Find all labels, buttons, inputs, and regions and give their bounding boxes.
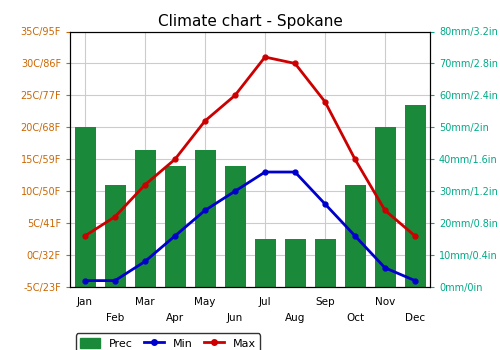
Bar [374, 127, 396, 287]
Title: Climate chart - Spokane: Climate chart - Spokane [158, 14, 342, 29]
Text: Oct: Oct [346, 313, 364, 323]
Text: Mar: Mar [135, 296, 155, 307]
Bar [224, 166, 246, 287]
Bar [314, 239, 336, 287]
Bar [74, 127, 96, 287]
Text: Apr: Apr [166, 313, 184, 323]
Text: Jan: Jan [77, 296, 93, 307]
Bar [254, 239, 276, 287]
Bar [344, 185, 366, 287]
Bar [134, 150, 156, 287]
Text: Jun: Jun [227, 313, 243, 323]
Bar [164, 166, 186, 287]
Text: May: May [194, 296, 216, 307]
Text: Jul: Jul [258, 296, 272, 307]
Text: Sep: Sep [315, 296, 335, 307]
Bar [404, 105, 425, 287]
Bar [194, 150, 216, 287]
Text: Dec: Dec [405, 313, 425, 323]
Bar [284, 239, 306, 287]
Text: Nov: Nov [375, 296, 395, 307]
Text: Feb: Feb [106, 313, 124, 323]
Bar [104, 185, 126, 287]
Text: Aug: Aug [285, 313, 305, 323]
Legend: Prec, Min, Max: Prec, Min, Max [76, 333, 260, 350]
